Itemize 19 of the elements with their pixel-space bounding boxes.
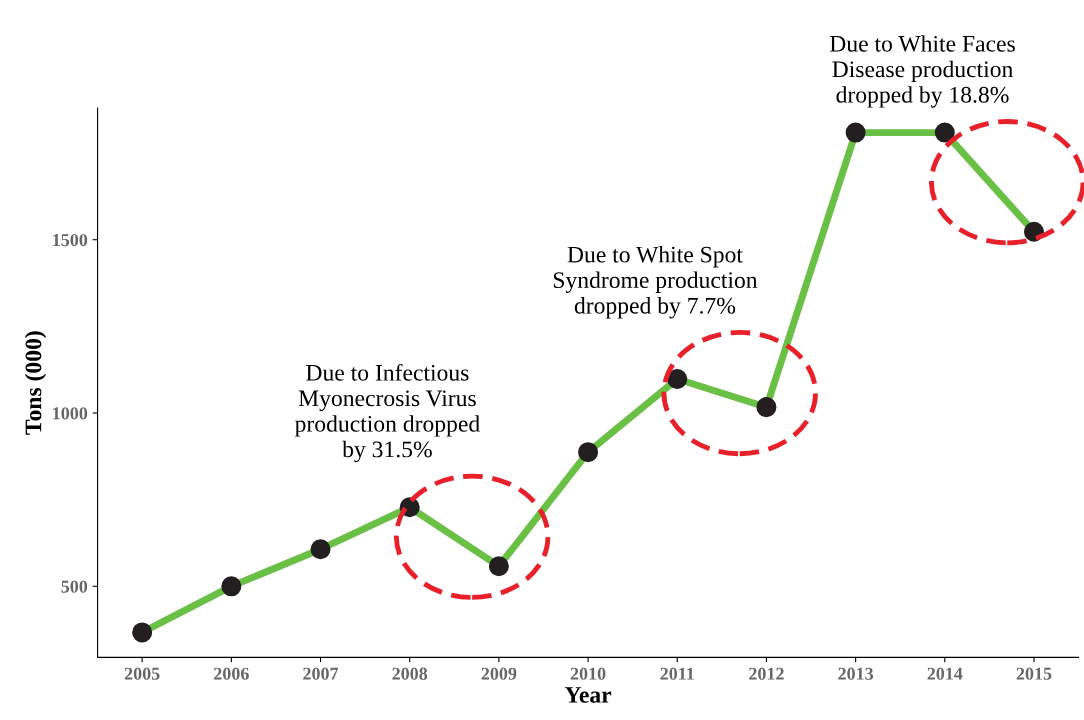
x-tick-label: 2008 bbox=[392, 667, 428, 680]
x-tick-label: 2012 bbox=[749, 667, 784, 680]
x-tick-label: 2010 bbox=[570, 667, 606, 680]
x-tick-label: 2015 bbox=[1016, 667, 1052, 680]
x-tick-label: 2007 bbox=[303, 667, 339, 680]
x-tick-label: 2011 bbox=[660, 667, 694, 680]
x-tick-label: 2013 bbox=[838, 667, 874, 680]
y-tick-label: 500 bbox=[61, 580, 88, 593]
annotation: Due to Infectious Myonecrosis Virus production dropped by 31.5% bbox=[295, 363, 480, 463]
x-axis-title: Year bbox=[564, 687, 612, 703]
annotation: Due to White Spot Syndrome production dropped by 7.7% bbox=[553, 245, 758, 319]
x-tick-label: 2009 bbox=[481, 667, 517, 680]
x-tick-label: 2014 bbox=[927, 667, 963, 680]
x-tick-label: 2005 bbox=[124, 667, 160, 680]
y-tick-label: 1000 bbox=[53, 407, 88, 420]
y-axis-title: Tons (000) bbox=[24, 331, 47, 435]
text: Due to White Faces Disease production dropped by 18.8% bbox=[829, 35, 1015, 108]
x-tick-label: 2006 bbox=[214, 667, 249, 680]
y-tick-label: 1500 bbox=[53, 233, 88, 247]
